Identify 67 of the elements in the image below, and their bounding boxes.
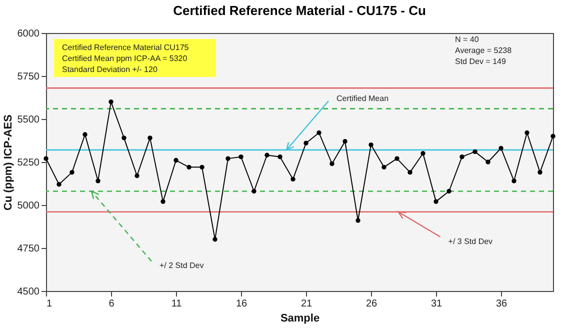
- point: [122, 136, 126, 140]
- point: [524, 130, 530, 136]
- annotation: Certified Reference Material CU175: [62, 43, 190, 52]
- point: [498, 146, 504, 151]
- point: [44, 156, 48, 161]
- point: [238, 154, 244, 160]
- point: [148, 136, 152, 140]
- point: [460, 154, 464, 160]
- x-tick-label: 36: [496, 298, 508, 310]
- x-tick-label: 26: [366, 298, 378, 310]
- y-tick-label: 4500: [17, 286, 40, 298]
- point: [82, 132, 88, 137]
- point: [434, 199, 438, 204]
- ref-line-label: +/ 2 Std Dev: [160, 261, 204, 270]
- point: [472, 149, 478, 154]
- point: [96, 178, 100, 184]
- x-tick-label: 21: [300, 298, 312, 310]
- point: [134, 173, 140, 178]
- point: [408, 170, 412, 175]
- point: [108, 99, 114, 104]
- annotation: N = 40: [455, 35, 480, 44]
- y-tick-label: 5250: [17, 158, 40, 168]
- x-tick-label: 31: [430, 298, 442, 310]
- y-tick-label: 4750: [17, 244, 40, 254]
- y-tick-label: 5000: [17, 200, 40, 212]
- chart-title: Certified Reference Material - CU175 - Cu: [173, 3, 426, 18]
- annotation: Std Dev = 149: [455, 57, 506, 66]
- y-axis-title: Cu (ppm) ICP-AES: [2, 114, 14, 210]
- point: [342, 139, 348, 144]
- y-tick-label: 6000: [17, 28, 40, 40]
- point: [56, 182, 62, 187]
- point: [252, 188, 256, 194]
- y-tick-label: 5500: [17, 114, 40, 126]
- y-tick-label: 5750: [17, 72, 40, 82]
- point: [486, 160, 490, 164]
- point: [382, 164, 386, 170]
- x-tick-label: 11: [171, 298, 182, 310]
- point: [200, 164, 204, 170]
- point: [186, 164, 192, 170]
- annotation: Average = 5238: [455, 46, 512, 55]
- point: [290, 176, 296, 182]
- point: [160, 199, 166, 204]
- point: [304, 140, 308, 146]
- x-axis-title: Sample: [280, 312, 320, 324]
- annotation: Standard Deviation +/- 120: [62, 65, 158, 74]
- point: [420, 151, 426, 156]
- point: [316, 130, 322, 136]
- point: [394, 156, 400, 161]
- point: [330, 161, 334, 166]
- ref-line-label: Certified Mean: [336, 94, 389, 103]
- point: [174, 158, 178, 163]
- point: [226, 156, 230, 161]
- point: [212, 237, 218, 242]
- point: [368, 142, 374, 148]
- x-tick-label: 16: [236, 298, 248, 310]
- point: [278, 154, 282, 160]
- x-tick-label: 1: [46, 298, 52, 310]
- point: [70, 170, 74, 175]
- point: [264, 152, 270, 158]
- point: [550, 134, 556, 139]
- point: [356, 218, 360, 223]
- ref-line-label: +/ 3 Std Dev: [448, 236, 493, 246]
- point: [512, 178, 516, 184]
- x-tick-label: 6: [108, 298, 115, 310]
- annotation: Certified Mean ppm ICP-AA = 5320: [62, 54, 188, 63]
- point: [538, 170, 542, 175]
- point: [446, 188, 452, 194]
